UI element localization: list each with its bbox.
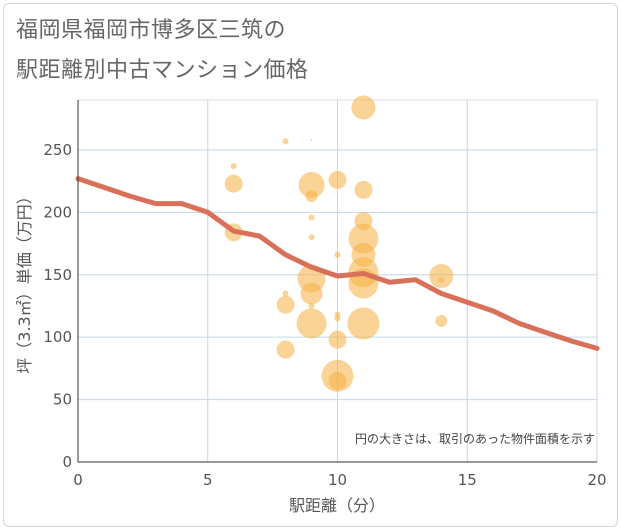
data-point — [354, 212, 373, 231]
data-point — [328, 170, 347, 189]
y-tick-label: 200 — [43, 203, 72, 221]
data-point — [224, 174, 243, 193]
chart-title-line1: 福岡県福岡市博多区三筑の — [16, 18, 287, 43]
data-point — [328, 371, 347, 390]
data-point — [276, 340, 295, 359]
bubble-size-note: 円の大きさは、取引のあった物件面積を示す — [355, 431, 595, 446]
y-tick-label: 250 — [43, 141, 72, 159]
data-point — [230, 163, 237, 170]
data-point — [438, 276, 445, 283]
y-tick-label: 100 — [43, 328, 72, 346]
data-point — [308, 214, 315, 221]
data-point — [276, 295, 295, 314]
x-tick-label: 15 — [458, 471, 477, 489]
data-point — [305, 190, 318, 203]
chart-title-line2: 駅距離別中古マンション価格 — [16, 58, 309, 83]
trend-line — [75, 176, 600, 351]
x-axis-label: 駅距離（分） — [289, 496, 385, 515]
data-point — [308, 302, 315, 309]
y-axis-label: 坪（3.3㎡）単価（万円） — [15, 188, 34, 373]
data-point — [351, 95, 376, 120]
data-point — [334, 251, 341, 258]
data-point — [429, 264, 454, 289]
data-point — [282, 290, 289, 297]
data-point — [334, 315, 341, 322]
data-point — [435, 314, 448, 327]
data-point — [347, 307, 380, 340]
data-point — [282, 138, 289, 145]
x-tick-label: 20 — [587, 471, 606, 489]
data-point — [298, 171, 325, 198]
x-tick-label: 10 — [328, 471, 347, 489]
data-point — [354, 180, 373, 199]
data-point — [308, 234, 315, 241]
y-tick-label: 0 — [62, 453, 72, 471]
data-point — [296, 308, 327, 339]
trend-layer — [75, 176, 600, 351]
data-point — [351, 242, 376, 267]
grid-lines — [77, 99, 598, 463]
x-tick-label: 0 — [73, 471, 83, 489]
y-tick-label: 150 — [43, 266, 72, 284]
y-tick-label: 50 — [53, 391, 72, 409]
x-tick-label: 5 — [203, 471, 213, 489]
data-point — [300, 282, 323, 305]
data-point — [328, 330, 347, 349]
data-point — [310, 138, 313, 141]
